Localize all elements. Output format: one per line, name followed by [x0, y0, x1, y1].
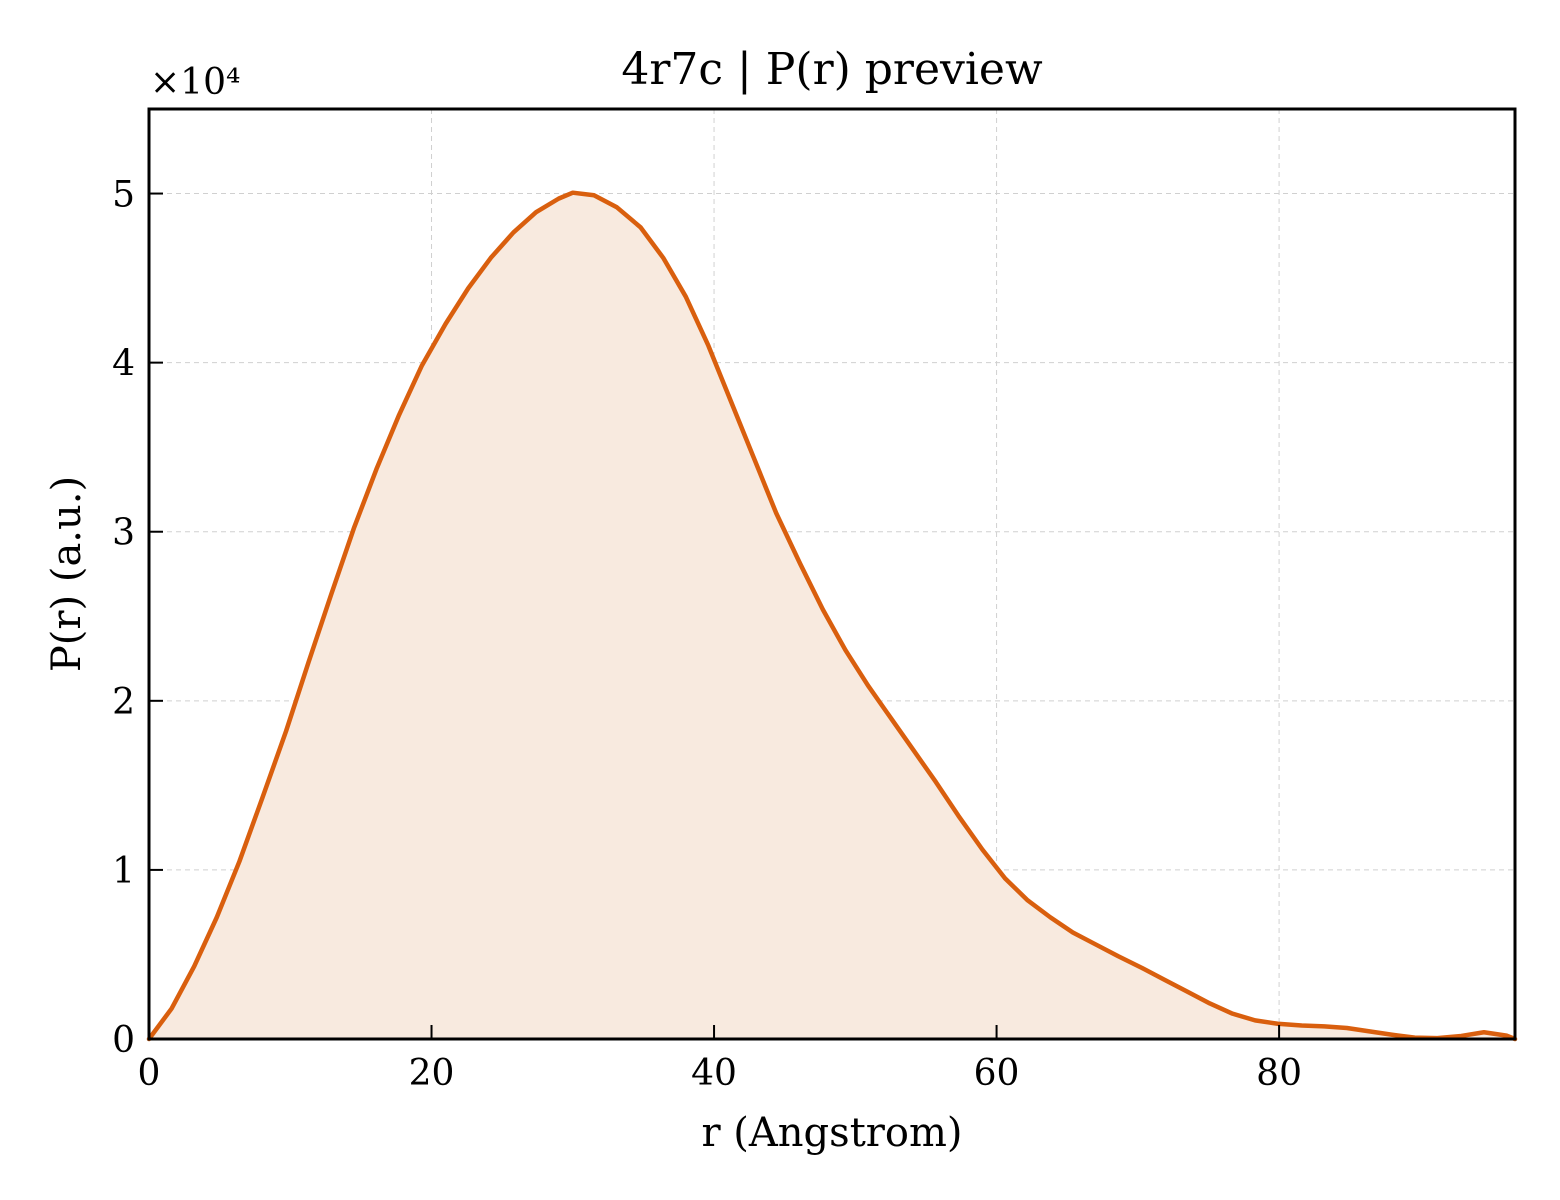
- y-tick-label: 1: [112, 851, 135, 892]
- x-tick-label: 0: [138, 1053, 161, 1094]
- x-tick-labels: 0 20 40 60 80: [138, 1053, 1302, 1094]
- y-tick-label: 2: [112, 682, 135, 723]
- pr-area-fill: [149, 192, 1515, 1039]
- x-tick-label: 20: [409, 1053, 455, 1094]
- chart-title: 4r7c | P(r) preview: [621, 44, 1043, 95]
- plot-frame: [147, 107, 1517, 1041]
- y-tick-labels: 0 1 2 3 4 5: [112, 175, 135, 1061]
- pr-line: [146, 190, 1518, 1042]
- y-tick-label: 3: [112, 513, 135, 554]
- x-tick-label: 60: [974, 1053, 1020, 1094]
- y-tick-label: 4: [112, 344, 135, 385]
- y-tick-label: 0: [112, 1020, 135, 1061]
- y-axis-label: P(r) (a.u.): [44, 476, 90, 672]
- y-offset-label: ×10⁴: [150, 62, 240, 103]
- x-axis-label: r (Angstrom): [701, 1110, 962, 1156]
- y-tick-label: 5: [112, 175, 135, 216]
- x-tick-label: 80: [1256, 1053, 1302, 1094]
- x-tick-label: 40: [691, 1053, 737, 1094]
